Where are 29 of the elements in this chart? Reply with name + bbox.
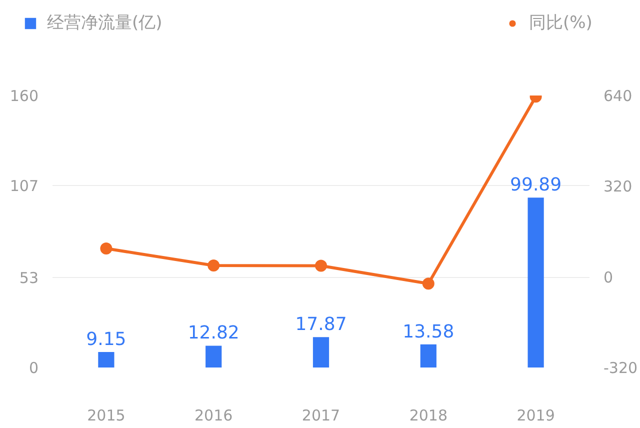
bar [420,344,436,368]
x-tick-label: 2015 [87,406,126,424]
bar [528,198,544,368]
x-tick-label: 2016 [194,406,233,424]
bar [312,337,330,368]
y-tick-label: 0 [28,359,39,377]
y-tick-label: 160 [10,87,39,105]
data-label: 12.82 [188,322,240,344]
data-label: 17.87 [295,314,347,336]
y2-tick-label: 320 [604,178,632,196]
data-label: 13.58 [402,321,454,342]
data-label: 9.15 [86,328,126,350]
y-tick-label: 107 [10,177,39,196]
x-tick-label: 2017 [302,406,340,424]
point [208,260,220,272]
y2-tick-label: -320 [604,359,638,377]
y2-tick-label: 0 [604,268,614,286]
point [422,278,434,290]
data-label: 99.89 [510,174,562,196]
legend-label: 同比(%) [529,12,592,34]
y2-tick-label: 640 [604,87,632,105]
bar [98,352,114,368]
bar [206,346,222,368]
x-tick-label: 2019 [516,406,555,424]
point [315,260,327,272]
legend-label: 经营净流量(亿) [47,12,162,34]
y-tick-label: 53 [19,268,39,287]
point [100,242,112,254]
x-tick-label: 2018 [409,406,448,424]
